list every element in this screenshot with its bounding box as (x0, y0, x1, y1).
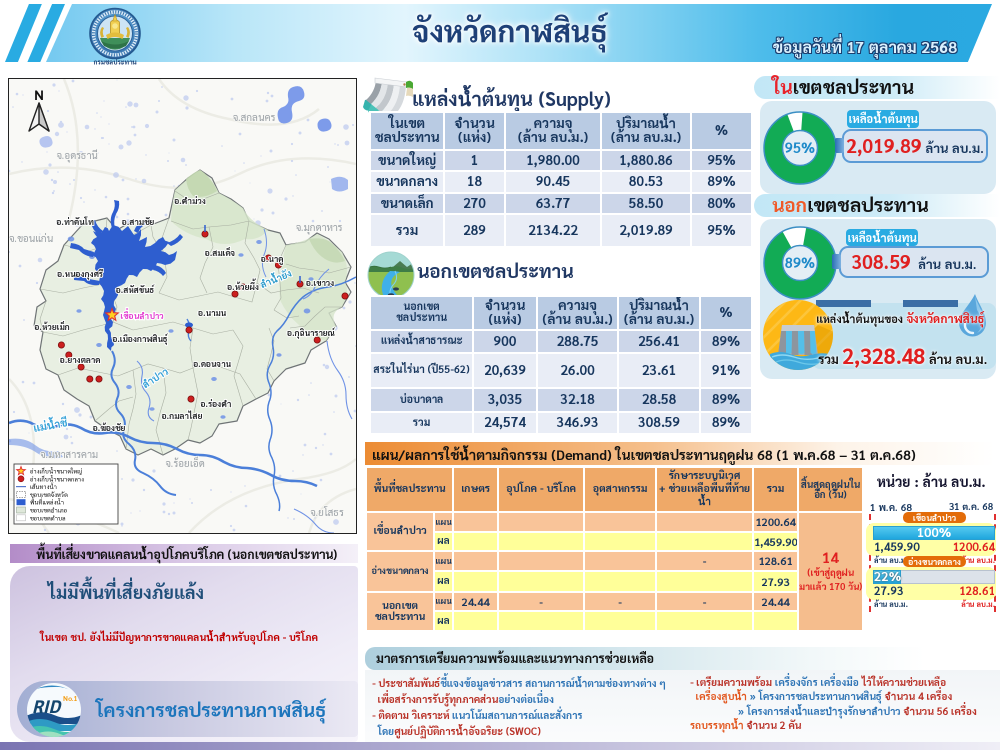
svg-text:No.1: No.1 (63, 694, 78, 703)
svg-text:อ.สหัสขันธ์: อ.สหัสขันธ์ (115, 284, 156, 295)
svg-text:ขอบเขตตำบล: ขอบเขตตำบล (30, 514, 66, 522)
svg-text:อ.ห้วยเม็ก: อ.ห้วยเม็ก (33, 320, 69, 332)
svg-text:อ.คำม่วง: อ.คำม่วง (173, 195, 206, 206)
svg-text:อ.ร่องคำ: อ.ร่องคำ (199, 398, 231, 409)
svg-text:อ.นามน: อ.นามน (197, 307, 226, 318)
svg-text:ขอบเขตอำเภอ: ขอบเขตอำเภอ (30, 507, 67, 515)
svg-text:อ.ดอนจาน: อ.ดอนจาน (192, 358, 231, 369)
svg-text:จ.ร้อยเอ็ด: จ.ร้อยเอ็ด (165, 456, 204, 470)
svg-text:อ.สามชัย: อ.สามชัย (121, 216, 154, 227)
svg-text:อ.หนองกุงศรี: อ.หนองกุงศรี (56, 268, 104, 280)
svg-text:จ.มหาสารคาม: จ.มหาสารคาม (40, 448, 98, 461)
svg-text:ขอบเขตจังหวัด: ขอบเขตจังหวัด (30, 491, 68, 499)
svg-text:จ.สกลนคร: จ.สกลนคร (233, 111, 276, 124)
svg-text:อ.ยางตลาด: อ.ยางตลาด (59, 354, 100, 365)
svg-text:กรมชลประทาน: กรมชลประทาน (92, 58, 137, 67)
svg-text:อ.ฆ้องชัย: อ.ฆ้องชัย (92, 422, 126, 433)
svg-text:N: N (34, 86, 44, 104)
svg-text:พื้นที่แหล่งน้ำ: พื้นที่แหล่งน้ำ (30, 497, 64, 507)
svg-text:อ.เขาวง: อ.เขาวง (305, 277, 334, 288)
svg-text:95%: 95% (785, 139, 815, 157)
svg-text:อ.ห้วยผึ้ง: อ.ห้วยผึ้ง (226, 280, 259, 292)
svg-text:เส้นทางน้ำ: เส้นทางน้ำ (30, 482, 57, 491)
svg-text:จ.ยโสธร: จ.ยโสธร (310, 506, 344, 519)
svg-text:RID: RID (32, 695, 64, 718)
svg-text:เขื่อนลำปาว: เขื่อนลำปาว (120, 309, 163, 321)
svg-text:อ.กุฉินารายณ์: อ.กุฉินารายณ์ (286, 327, 336, 339)
svg-text:จ.อุดรธานี: จ.อุดรธานี (56, 149, 98, 163)
svg-text:อ.นาคู: อ.นาคู (260, 253, 283, 265)
svg-text:อ.ท่าคันโท: อ.ท่าคันโท (55, 216, 94, 227)
svg-text:อ่างเก็บน้ำขนาดกลาง: อ่างเก็บน้ำขนาดกลาง (29, 474, 84, 483)
svg-text:อ.เมืองกาฬสินธุ์: อ.เมืองกาฬสินธุ์ (111, 333, 168, 345)
svg-text:อ.กมลาไสย: อ.กมลาไสย (161, 410, 203, 421)
svg-text:89%: 89% (785, 254, 815, 272)
svg-text:แม่น้ำชี: แม่น้ำชี (32, 414, 69, 435)
svg-text:อ่างเก็บน้ำขนาดใหญ่: อ่างเก็บน้ำขนาดใหญ่ (29, 467, 82, 476)
svg-text:จ.มุกดาหาร: จ.มุกดาหาร (296, 221, 343, 235)
svg-text:จ.ขอนแก่น: จ.ขอนแก่น (9, 232, 54, 245)
svg-text:อ.สมเด็จ: อ.สมเด็จ (204, 246, 235, 258)
